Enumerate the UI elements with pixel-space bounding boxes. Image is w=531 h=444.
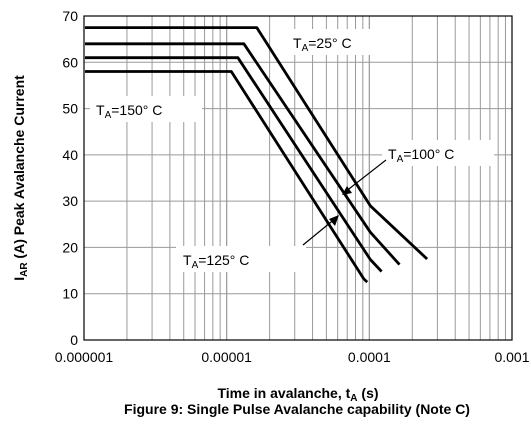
- figure-caption: Figure 9: Single Pulse Avalanche capabil…: [124, 401, 470, 417]
- x-tick-labels: 0.000001 0.00001 0.0001 0.001: [55, 349, 530, 365]
- x-tick-label: 0.000001: [55, 349, 114, 365]
- series-line-0: [85, 26, 429, 261]
- y-tick-label: 20: [62, 239, 78, 255]
- y-axis-title-sub: AR: [19, 262, 30, 277]
- y-axis-title-main: I: [11, 277, 27, 281]
- x-axis-title-sub: A: [350, 393, 357, 404]
- x-tick-label: 0.0001: [348, 349, 391, 365]
- annotation-ta-100: TA=100° C: [388, 146, 454, 165]
- plot-frame: [83, 15, 513, 341]
- arrowhead-ta-100: [342, 186, 352, 195]
- anno-bg-125: [176, 246, 306, 272]
- x-tick-label: 0.00001: [201, 349, 252, 365]
- arrow-ta-125: [302, 217, 337, 246]
- y-tick-label: 0: [70, 332, 78, 348]
- y-tick-label: 30: [62, 193, 78, 209]
- anno-bg-150: [90, 96, 202, 122]
- annotation-ta-125: TA=125° C: [183, 252, 249, 271]
- anno-bg-25: [288, 29, 394, 55]
- y-axis-title: IAR (A) Peak Avalanche Current: [11, 75, 30, 281]
- arrow-ta-100: [344, 159, 387, 193]
- y-tick-label: 60: [62, 54, 78, 70]
- series-line-3: [85, 70, 369, 284]
- y-tick-labels: 0 10 20 30 40 50 60 70: [62, 8, 78, 348]
- y-tick-label: 70: [62, 8, 78, 24]
- x-axis-title: Time in avalanche, tA (s): [217, 385, 378, 404]
- arrowhead-ta-125: [329, 215, 339, 226]
- anno-bg-100: [382, 140, 494, 166]
- annotation-ta-150: TA=150° C: [96, 102, 162, 121]
- series-group: [85, 26, 429, 284]
- y-tick-label: 40: [62, 147, 78, 163]
- y-axis-title-rest: (A) Peak Avalanche Current: [11, 75, 27, 263]
- x-tick-label: 0.001: [494, 349, 529, 365]
- series-line-1: [85, 42, 401, 266]
- x-axis-title-unit: (s): [358, 385, 379, 401]
- y-tick-label: 10: [62, 286, 78, 302]
- y-tick-label: 50: [62, 101, 78, 117]
- series-line-2: [85, 56, 383, 273]
- x-axis-title-main: Time in avalanche, t: [217, 385, 350, 401]
- annotation-ta-25: TA=25° C: [293, 35, 352, 54]
